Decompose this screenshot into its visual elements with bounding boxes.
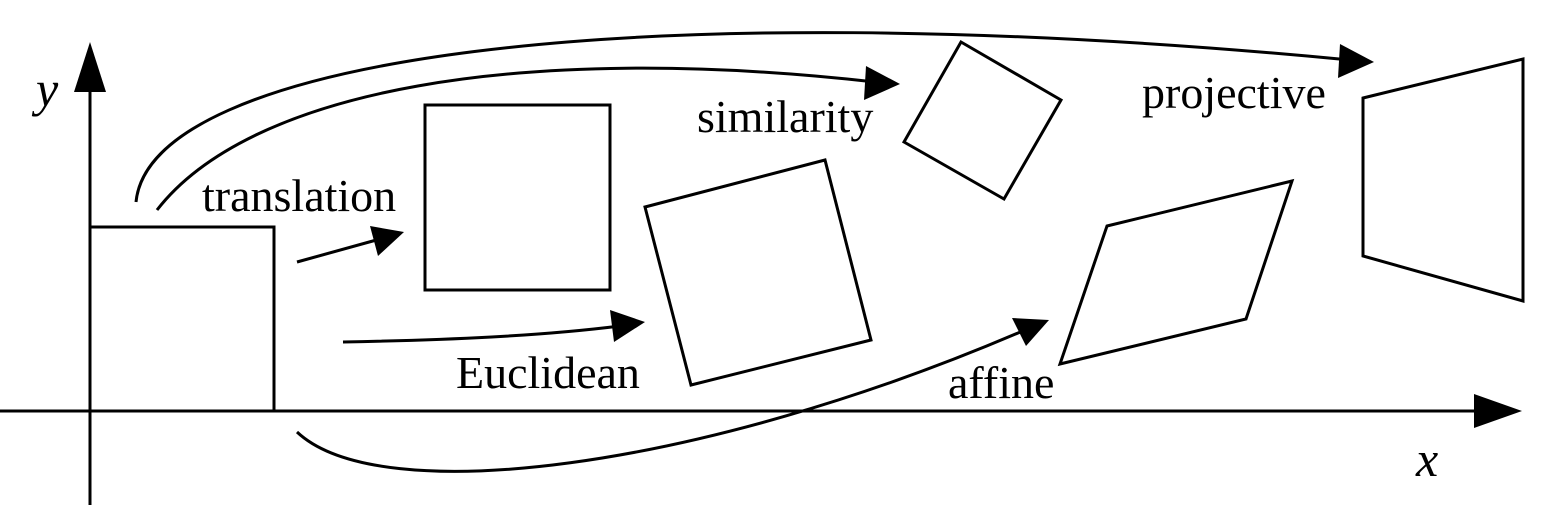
y-axis-arrowhead bbox=[74, 42, 106, 92]
similarity-group: similarity bbox=[155, 39, 1064, 211]
translation-label: translation bbox=[202, 170, 396, 221]
original-square bbox=[88, 225, 276, 413]
y-axis-label: y bbox=[31, 61, 59, 117]
similarity-arrow bbox=[155, 66, 876, 211]
affine-arrow bbox=[295, 328, 1026, 473]
euclidean-arrowhead bbox=[610, 310, 645, 342]
translation-arrowhead bbox=[370, 226, 404, 256]
similarity-square bbox=[901, 39, 1064, 202]
translation-arrow bbox=[296, 237, 381, 264]
translated-square bbox=[423, 103, 612, 292]
similarity-arrowhead bbox=[864, 66, 900, 100]
projective-label: projective bbox=[1142, 67, 1326, 118]
euclidean-label: Euclidean bbox=[456, 347, 640, 398]
projective-quadrilateral bbox=[1361, 57, 1525, 303]
x-axis-arrowhead bbox=[1474, 394, 1522, 428]
euclidean-group: Euclidean bbox=[342, 158, 873, 398]
projective-group: projective bbox=[134, 31, 1525, 303]
x-axis-label: x bbox=[1415, 431, 1438, 487]
affine-label: affine bbox=[948, 357, 1054, 408]
euclidean-square bbox=[643, 158, 873, 387]
similarity-label: similarity bbox=[697, 91, 873, 142]
affine-group: affine bbox=[295, 178, 1295, 473]
affine-parallelogram bbox=[1057, 178, 1295, 367]
affine-arrowhead bbox=[1012, 318, 1049, 346]
euclidean-arrow bbox=[342, 324, 621, 344]
projective-arrowhead bbox=[1338, 44, 1374, 78]
projective-arrow bbox=[134, 31, 1351, 203]
translation-group: translation bbox=[202, 103, 612, 292]
